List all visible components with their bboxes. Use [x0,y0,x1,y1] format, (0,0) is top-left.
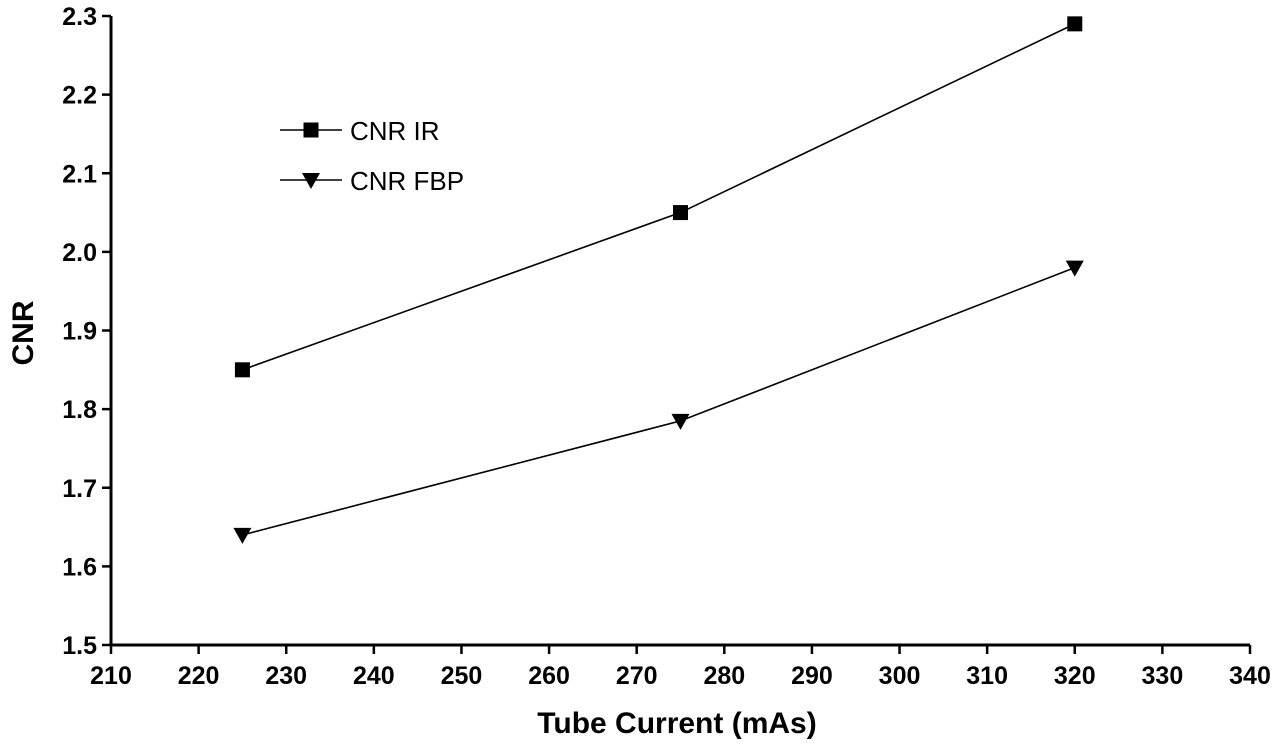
x-tick-label: 340 [1229,662,1271,690]
y-axis-ticks: 1.5 1.6 1.7 1.8 1.9 2.0 2.1 2.2 2.3 [62,3,111,660]
x-tick-label: 240 [353,662,395,690]
data-point-cnr-ir [234,362,250,378]
y-tick-label: 1.7 [62,475,97,503]
series-lines [242,23,1076,536]
legend-label-cnr-fbp: CNR FBP [350,166,464,196]
y-tick-label: 1.5 [62,632,97,660]
x-tick-label: 260 [528,662,570,690]
x-tick-label: 320 [1054,662,1096,690]
x-axis-title: Tube Current (mAs) [537,707,816,740]
data-point-cnr-fbp [233,527,252,544]
series-line-cnr-ir [242,23,1076,371]
y-tick-label: 2.1 [62,160,97,188]
data-point-cnr-ir [1067,16,1083,32]
x-tick-label: 310 [966,662,1008,690]
x-tick-label: 230 [265,662,307,690]
y-tick-label: 1.6 [62,553,97,581]
x-tick-label: 220 [178,662,220,690]
y-tick-label: 2.0 [62,239,97,267]
x-axis-ticks: 210 220 230 240 250 260 270 280 290 300 310 320 330 3… [90,645,1271,690]
data-point-cnr-fbp [671,413,690,430]
y-tick-label: 2.2 [62,82,97,110]
legend-marker-cnr-fbp [302,173,320,189]
series-markers [233,16,1084,544]
y-axis-title: CNR [7,300,40,365]
x-tick-label: 250 [441,662,483,690]
data-point-cnr-ir [673,205,688,221]
series-line-cnr-fbp [242,266,1076,536]
x-tick-label: 270 [616,662,658,690]
x-tick-label: 210 [90,662,132,690]
y-tick-label: 2.3 [62,3,97,31]
x-tick-label: 300 [879,662,921,690]
y-tick-label: 1.9 [62,318,97,346]
axes [109,16,1250,647]
legend-label-cnr-ir: CNR IR [350,116,440,146]
x-tick-label: 290 [791,662,833,690]
x-tick-label: 280 [703,662,745,690]
x-tick-label: 330 [1142,662,1184,690]
legend-marker-cnr-ir [303,122,319,138]
data-point-cnr-fbp [1065,260,1084,277]
y-tick-label: 1.8 [62,396,97,424]
legend: CNR IR CNR FBP [280,116,464,196]
